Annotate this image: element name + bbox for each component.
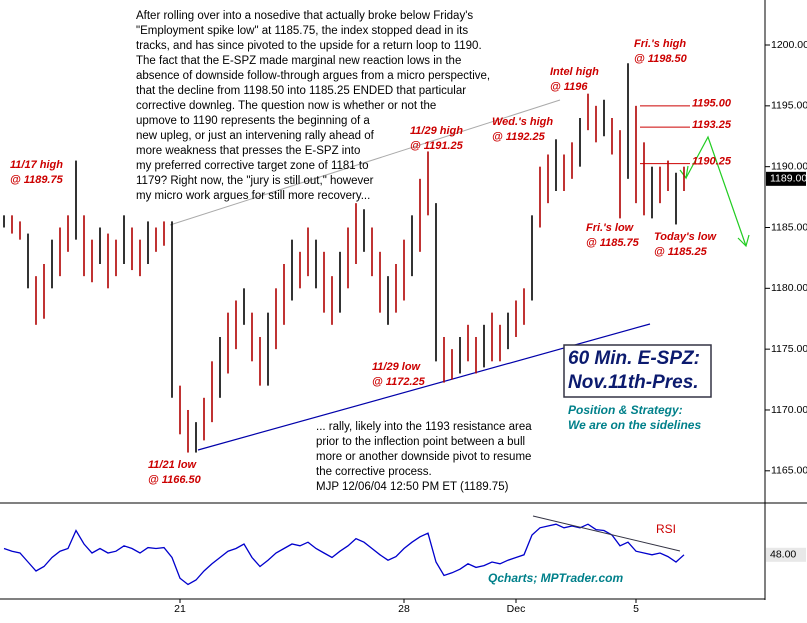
- commentary-line: 1179? Right now, the "jury is still out,…: [136, 175, 374, 187]
- annotation: Fri.'s low: [586, 222, 635, 234]
- x-tick-label: 28: [398, 603, 410, 615]
- annotation: @ 1166.50: [148, 474, 202, 486]
- x-tick-label: 21: [174, 603, 186, 615]
- rsi-trend: [532, 515, 681, 552]
- commentary-line: absence of downside follow-through argue…: [136, 70, 490, 82]
- y-tick-label: 1200.00: [771, 39, 807, 51]
- annotation: @ 1185.25: [654, 246, 708, 258]
- channel-line: [169, 99, 561, 226]
- commentary-end: ... rally, likely into the 1193 resistan…: [316, 421, 532, 493]
- rsi-line: [3, 523, 685, 586]
- annotation: Today's low: [654, 231, 718, 243]
- last-price-box: [766, 171, 806, 186]
- commentary-line: new upleg, or just an intervening rally …: [136, 130, 375, 142]
- annotation: 11/29 low: [372, 361, 422, 373]
- annotation: Intel high: [550, 66, 599, 78]
- commentary-line: my micro work argues for still more reco…: [136, 190, 370, 202]
- commentary-line: After rolling over into a nosedive that …: [136, 10, 473, 22]
- annotation: @ 1196: [550, 81, 588, 93]
- annotation: @ 1191.25: [410, 140, 464, 152]
- commentary-line: my preferred corrective target zone of 1…: [136, 160, 368, 172]
- annotation: 11/29 high: [410, 125, 463, 137]
- commentary-line: the corrective process.: [316, 466, 432, 478]
- annotation: @ 1172.25: [372, 376, 426, 388]
- y-tick-label: 1190.00: [771, 160, 807, 172]
- annotation: @ 1185.75: [586, 237, 640, 249]
- strategy-label: Position & Strategy:: [568, 403, 683, 417]
- commentary-line: prior to the inflection point between a …: [316, 436, 525, 448]
- commentary-line: corrective downleg. The question now is …: [136, 100, 436, 112]
- level-label: 1190.25: [692, 156, 732, 168]
- commentary: After rolling over into a nosedive that …: [136, 10, 490, 202]
- commentary-line: upmove to 1190 represents the beginning …: [136, 115, 370, 127]
- rsi-last-box: [766, 547, 806, 562]
- title-box: [563, 344, 712, 398]
- commentary-line: The fact that the E-SPZ made marginal ne…: [136, 55, 461, 67]
- annotation: 11/17 high: [10, 159, 63, 171]
- y-tick-label: 1170.00: [771, 404, 807, 416]
- y-tick-label: 1185.00: [771, 221, 807, 233]
- annotation: Wed.'s high: [492, 116, 553, 128]
- commentary-line: more or another downside pivot to resume: [316, 451, 531, 463]
- y-tick-label: 1195.00: [771, 100, 807, 112]
- commentary-line: more weakness that presses the E-SPZ int…: [136, 145, 360, 157]
- commentary-line: "Employment spike low" at 1185.75, the i…: [136, 25, 468, 37]
- annotation: Fri.'s high: [634, 38, 686, 50]
- last-price-label: 1189.00: [770, 173, 807, 185]
- projection-arrow: [679, 135, 750, 248]
- commentary-line: ... rally, likely into the 1193 resistan…: [316, 421, 532, 433]
- x-tick-label: 5: [633, 603, 639, 615]
- x-tick-label: Dec: [507, 603, 526, 615]
- level-label: 1195.00: [692, 98, 732, 110]
- annotations: 11/17 high @ 1189.75 11/21 low @ 1166.50 11/…: [10, 38, 718, 486]
- annotation: @ 1192.25: [492, 131, 546, 143]
- rsi-label: RSI: [656, 522, 676, 536]
- y-tick-label: 1175.00: [771, 343, 807, 355]
- annotation: @ 1189.75: [10, 174, 64, 186]
- chart-title: Nov.11th-Pres.: [568, 372, 699, 393]
- annotation: @ 1198.50: [634, 53, 688, 65]
- y-tick-label: 1180.00: [771, 282, 807, 294]
- strategy-text: We are on the sidelines: [568, 418, 701, 432]
- commentary-line: that the decline from 1198.50 into 1185.…: [136, 85, 466, 97]
- annotation: 11/21 low: [148, 459, 198, 471]
- commentary-line: MJP 12/06/04 12:50 PM ET (1189.75): [316, 481, 509, 493]
- rsi-last-label: 48.00: [770, 549, 796, 561]
- credit: Qcharts; MPTrader.com: [488, 571, 623, 585]
- level-label: 1193.25: [692, 119, 732, 131]
- chart-title: 60 Min. E-SPZ:: [568, 348, 700, 369]
- commentary-line: tracks, and has since pivoted to the ups…: [136, 40, 482, 52]
- y-tick-label: 1165.00: [771, 465, 807, 477]
